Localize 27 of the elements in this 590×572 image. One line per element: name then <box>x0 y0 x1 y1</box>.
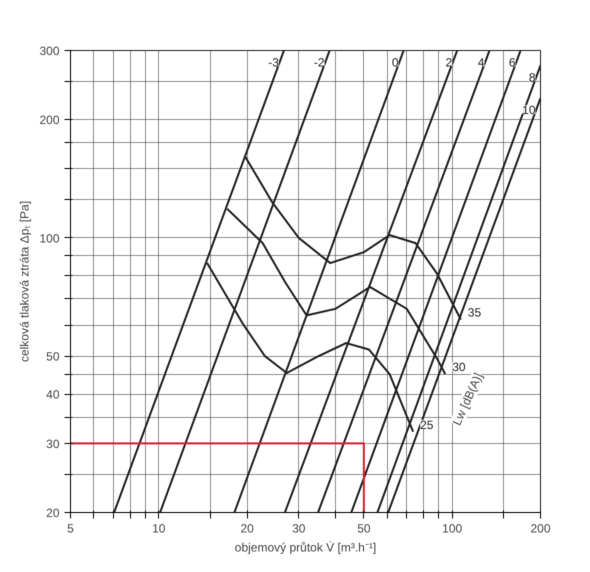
series-label: 10 <box>522 103 536 118</box>
y-tick-label: 200 <box>39 113 60 128</box>
series-label: 0 <box>392 56 399 70</box>
series-label: 8 <box>528 70 536 84</box>
y-axis-title: celková tlaková ztráta Δpₜ [Pa] <box>17 200 32 362</box>
x-tick-label: 30 <box>292 522 306 536</box>
series-label: 6 <box>508 56 516 70</box>
y-tick-label: 30 <box>46 436 60 451</box>
series-label: 25 <box>420 418 434 432</box>
series-label: 4 <box>478 56 485 70</box>
series-label: 30 <box>452 360 466 374</box>
y-tick-label: 40 <box>46 388 60 402</box>
series-label: -2 <box>314 56 325 70</box>
x-tick-label: 50 <box>357 522 371 536</box>
x-tick-label: 20 <box>240 522 254 536</box>
x-tick-label: 10 <box>152 522 166 536</box>
y-tick-label: 50 <box>46 350 60 364</box>
series-label: 2 <box>446 56 453 70</box>
x-tick-label: 100 <box>442 522 463 536</box>
y-tick-label: 100 <box>39 231 60 246</box>
series-label: 35 <box>468 305 482 320</box>
x-tick-label: 200 <box>530 522 551 536</box>
x-tick-label: 5 <box>67 522 74 536</box>
y-tick-label: 300 <box>39 44 60 58</box>
y-tick-label: 20 <box>46 506 60 520</box>
series-label: -3 <box>268 56 280 70</box>
x-axis-title: objemový průtok V̇ [m³.h⁻¹] <box>234 540 376 554</box>
